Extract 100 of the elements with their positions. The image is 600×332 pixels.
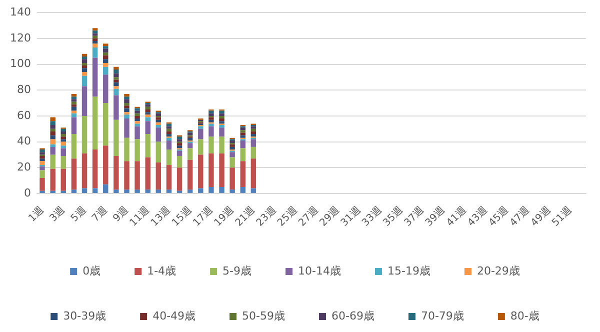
- x-tick-label: 23週: [254, 204, 278, 229]
- bar: [134, 118, 140, 122]
- bar: [82, 59, 88, 63]
- bar: [176, 156, 182, 168]
- bar: [240, 135, 246, 138]
- bar: [176, 139, 182, 142]
- bar: [114, 156, 119, 190]
- legend-label: 70-79歳: [420, 309, 464, 322]
- bar: [60, 136, 66, 140]
- bar: [166, 126, 172, 129]
- y-tick-label: 100: [10, 57, 31, 70]
- x-tick-label: 7週: [90, 204, 110, 224]
- bar: [250, 146, 256, 159]
- bar: [219, 186, 224, 193]
- bar: [208, 124, 214, 126]
- bar: [92, 33, 98, 36]
- bar: [60, 168, 66, 191]
- bar: [145, 121, 150, 134]
- bar: [50, 124, 56, 129]
- bar: [134, 110, 140, 114]
- bar: [219, 128, 224, 137]
- bar: [166, 138, 172, 140]
- x-tick-label: 31週: [339, 204, 363, 229]
- bar: [156, 128, 162, 142]
- bar: [219, 121, 224, 124]
- bar: [198, 154, 204, 188]
- bar: [166, 124, 172, 126]
- x-tick-label: 47週: [508, 204, 532, 229]
- legend-label: 0歳: [82, 264, 101, 278]
- bar: [176, 146, 182, 148]
- bar: [50, 117, 56, 122]
- bar: [240, 132, 246, 136]
- bar: [198, 126, 204, 129]
- x-tick-label: 5週: [69, 204, 88, 224]
- bar: [114, 82, 119, 86]
- bar: [92, 44, 98, 48]
- bar: [71, 96, 77, 100]
- bar: [156, 190, 162, 193]
- bar: [134, 121, 140, 124]
- bar: [114, 86, 119, 89]
- bar: [103, 74, 108, 104]
- bar: [230, 190, 235, 193]
- legend-label: 5-9歳: [222, 264, 252, 278]
- bar: [50, 146, 56, 155]
- bar: [114, 190, 119, 193]
- bar: [250, 158, 256, 188]
- bar: [240, 140, 246, 148]
- bar: [40, 170, 45, 178]
- bar: [176, 143, 182, 146]
- bar: [134, 161, 140, 190]
- bar: [145, 157, 150, 190]
- bar: [134, 113, 140, 116]
- bar: [103, 55, 108, 60]
- bar: [124, 161, 130, 190]
- bar: [250, 188, 256, 193]
- bar: [240, 161, 246, 187]
- bar: [114, 80, 119, 82]
- bar: [82, 86, 88, 116]
- bar: [60, 134, 66, 137]
- bar: [114, 66, 119, 70]
- bar: [92, 188, 98, 193]
- bar: [103, 44, 108, 46]
- bar: [82, 66, 88, 68]
- bar: [50, 168, 56, 191]
- bar: [187, 190, 193, 193]
- bar: [250, 126, 256, 129]
- bar: [250, 134, 256, 137]
- bar: [124, 138, 130, 162]
- bar: [50, 135, 56, 140]
- bar: [60, 128, 66, 132]
- bar: [208, 153, 214, 187]
- bar: [71, 134, 77, 159]
- bar: [50, 121, 56, 125]
- bar: [50, 154, 56, 169]
- bar: [103, 66, 108, 75]
- bar: [134, 139, 140, 162]
- x-tick-label: 1週: [26, 204, 46, 224]
- bar: [176, 150, 182, 156]
- bar: [103, 103, 108, 146]
- bar: [103, 59, 108, 63]
- bar: [240, 128, 246, 130]
- legend-label: 1-4歳: [147, 264, 176, 278]
- y-tick-label: 140: [10, 5, 31, 18]
- bar: [71, 94, 77, 97]
- bar: [124, 108, 130, 112]
- bar: [187, 160, 193, 190]
- bar: [71, 106, 77, 111]
- bar: [230, 146, 235, 150]
- bar: [82, 54, 88, 57]
- bar: [40, 156, 45, 159]
- bar: [240, 148, 246, 162]
- bar: [208, 113, 214, 116]
- bar: [208, 117, 214, 120]
- bar: [230, 157, 235, 168]
- bar: [40, 166, 45, 170]
- bar: [156, 113, 162, 116]
- bar: [187, 132, 193, 136]
- bar: [124, 118, 130, 138]
- bar: [230, 168, 235, 190]
- y-tick-label: 120: [10, 31, 31, 44]
